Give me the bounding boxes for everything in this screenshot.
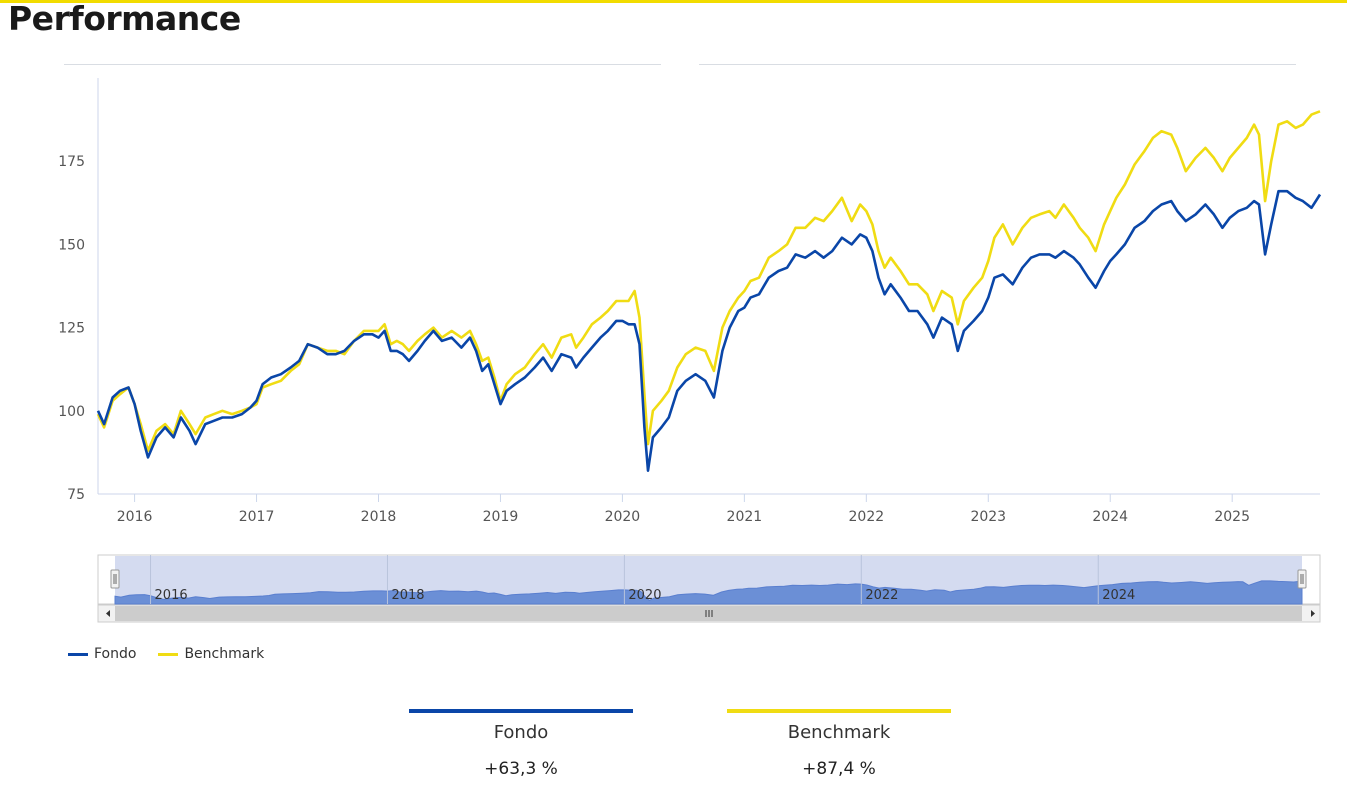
series-line-benchmark[interactable] xyxy=(96,110,1321,452)
top-accent-bar xyxy=(0,0,1347,3)
x-tick-label: 2019 xyxy=(483,509,519,525)
summary-fondo-value: +63,3 % xyxy=(484,759,558,779)
x-tick-label: 2025 xyxy=(1214,509,1250,525)
benchmark-swatch-icon xyxy=(158,652,179,656)
performance-chart: 75 100 125 150 175 2016 2017 2018 2019 2020 2021 20… xyxy=(58,78,1322,623)
y-tick-label: 175 xyxy=(58,154,85,170)
navigator-label: 2016 xyxy=(155,588,188,603)
summary-benchmark-bar xyxy=(727,709,951,713)
fondo-swatch-icon xyxy=(68,652,88,656)
x-tick-label: 2017 xyxy=(239,509,275,525)
navigator-handle-right[interactable] xyxy=(1297,569,1307,589)
series-line-fondo[interactable] xyxy=(96,189,1322,472)
x-tick-label: 2020 xyxy=(605,509,641,525)
summary-benchmark: Benchmark +87,4 % xyxy=(727,709,951,779)
x-tick-label: 2022 xyxy=(849,509,885,525)
navigator-area xyxy=(114,580,1303,605)
summary-benchmark-name: Benchmark xyxy=(787,722,891,743)
page-title: Performance xyxy=(8,0,241,38)
x-tick-label: 2021 xyxy=(727,509,763,525)
chart-separator-right xyxy=(699,64,1296,65)
chart-legend: Fondo Benchmark xyxy=(68,646,286,662)
summary-benchmark-value: +87,4 % xyxy=(802,759,876,779)
x-tick-label: 2024 xyxy=(1092,509,1128,525)
navigator-label: 2018 xyxy=(391,588,424,603)
x-tick-label: 2016 xyxy=(117,509,153,525)
legend-label-benchmark: Benchmark xyxy=(184,646,265,662)
scroll-left-arrow-icon[interactable] xyxy=(106,610,110,617)
y-tick-label: 100 xyxy=(58,404,85,420)
summary-fondo-bar xyxy=(409,709,633,713)
summary-fondo-name: Fondo xyxy=(493,722,549,743)
navigator-label: 2022 xyxy=(865,588,898,603)
chart-separator-left xyxy=(64,64,661,65)
summary-fondo: Fondo +63,3 % xyxy=(409,709,633,779)
y-tick-label: 75 xyxy=(67,487,85,503)
legend-item-fondo[interactable]: Fondo xyxy=(68,646,136,662)
navigator-label: 2024 xyxy=(1102,588,1135,603)
legend-label-fondo: Fondo xyxy=(94,646,137,662)
x-tick-label: 2018 xyxy=(361,509,397,525)
x-tick-label: 2023 xyxy=(970,509,1006,525)
scroll-right-arrow-icon[interactable] xyxy=(1311,610,1315,617)
legend-item-benchmark[interactable]: Benchmark xyxy=(158,646,264,662)
y-tick-label: 125 xyxy=(58,321,85,337)
navigator-label: 2020 xyxy=(628,588,661,603)
navigator-handle-left[interactable] xyxy=(110,569,120,589)
y-tick-label: 150 xyxy=(58,237,85,253)
